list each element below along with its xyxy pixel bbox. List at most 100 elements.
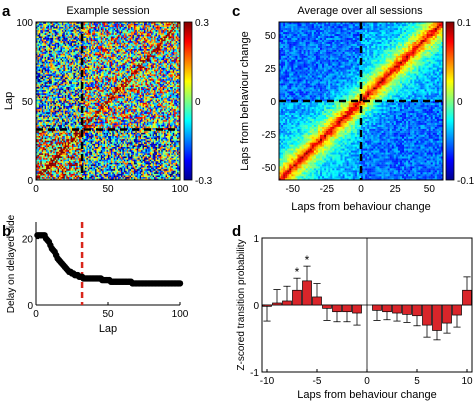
heatmap-cell bbox=[54, 85, 57, 87]
heatmap-cell bbox=[90, 131, 93, 133]
heatmap-cell bbox=[37, 69, 40, 72]
heatmap-cell bbox=[72, 23, 74, 26]
heatmap-cell bbox=[38, 148, 41, 151]
heatmap-cell bbox=[64, 85, 67, 87]
heatmap-cell bbox=[69, 93, 71, 95]
heatmap-cell bbox=[37, 66, 40, 69]
heatmap-cell bbox=[93, 56, 96, 59]
heatmap-cell bbox=[64, 47, 67, 50]
heatmap-cell bbox=[86, 119, 89, 122]
heatmap-cell bbox=[47, 175, 50, 178]
heatmap-cell bbox=[46, 154, 48, 157]
heatmap-cell bbox=[92, 99, 94, 102]
heatmap-cell bbox=[89, 116, 91, 119]
heatmap-cell bbox=[74, 116, 77, 119]
heatmap-cell bbox=[102, 63, 104, 65]
heatmap-cell bbox=[103, 52, 106, 54]
heatmap-cell bbox=[43, 107, 45, 110]
heatmap-cell bbox=[40, 132, 42, 135]
heatmap-cell bbox=[93, 50, 96, 53]
heatmap-cell bbox=[43, 44, 45, 46]
heatmap-cell bbox=[47, 50, 50, 53]
heatmap-cell bbox=[73, 115, 76, 117]
heatmap-cell bbox=[100, 145, 103, 148]
heatmap-cell bbox=[89, 40, 91, 43]
heatmap-cell bbox=[54, 28, 57, 31]
heatmap-cell bbox=[69, 112, 71, 114]
heatmap-cell bbox=[64, 89, 67, 92]
heatmap-cell bbox=[76, 99, 78, 102]
heatmap-cell bbox=[97, 48, 100, 51]
heatmap-cell bbox=[67, 96, 70, 99]
heatmap-cell bbox=[36, 83, 38, 86]
heatmap-cell bbox=[102, 151, 104, 154]
heatmap-cell bbox=[73, 134, 76, 136]
heatmap-cell bbox=[95, 175, 97, 178]
heatmap-cell bbox=[100, 53, 103, 56]
heatmap-cell bbox=[61, 58, 64, 61]
heatmap-cell bbox=[97, 96, 100, 99]
heatmap-cell bbox=[36, 175, 38, 178]
heatmap-cell bbox=[100, 22, 103, 24]
heatmap-cell bbox=[56, 115, 58, 117]
heatmap-cell bbox=[79, 124, 81, 127]
heatmap-cell bbox=[79, 97, 81, 100]
heatmap-cell bbox=[38, 34, 41, 37]
heatmap-cell bbox=[89, 165, 91, 168]
heatmap-cell bbox=[36, 96, 38, 99]
heatmap-cell bbox=[64, 75, 67, 78]
heatmap-cell bbox=[74, 66, 77, 69]
heatmap-cell bbox=[76, 131, 78, 133]
heatmap-cell bbox=[105, 83, 107, 86]
heatmap-cell bbox=[61, 119, 64, 122]
heatmap-cell bbox=[48, 36, 51, 38]
heatmap-cell bbox=[69, 42, 71, 45]
heatmap-cell bbox=[79, 159, 81, 162]
heatmap-cell bbox=[60, 50, 63, 53]
heatmap-cell bbox=[48, 104, 51, 106]
heatmap-cell bbox=[53, 116, 55, 119]
heatmap-cell bbox=[89, 132, 91, 135]
heatmap-cell bbox=[59, 56, 61, 59]
heatmap-cell bbox=[38, 72, 41, 75]
heatmap-cell bbox=[64, 70, 67, 73]
heatmap-cell bbox=[95, 86, 97, 89]
heatmap-cell bbox=[100, 149, 103, 152]
heatmap-cell bbox=[72, 140, 74, 143]
heatmap-cell bbox=[40, 93, 42, 95]
heatmap-cell bbox=[99, 39, 101, 42]
heatmap-cell bbox=[66, 53, 68, 56]
heatmap-cell bbox=[76, 126, 78, 129]
heatmap-cell bbox=[40, 105, 42, 108]
heatmap-cell bbox=[47, 31, 50, 34]
heatmap-cell bbox=[54, 167, 57, 170]
heatmap-cell bbox=[106, 83, 109, 86]
heatmap-cell bbox=[103, 151, 106, 154]
heatmap-cell bbox=[92, 121, 94, 124]
heatmap-cell bbox=[84, 134, 87, 136]
heatmap-cell bbox=[44, 25, 47, 27]
heatmap-cell bbox=[95, 72, 97, 75]
heatmap-cell bbox=[47, 149, 50, 152]
heatmap-cell bbox=[43, 132, 45, 135]
heatmap-cell bbox=[90, 44, 93, 46]
heatmap-cell bbox=[102, 102, 104, 105]
heatmap-cell bbox=[56, 151, 58, 154]
heatmap-cell bbox=[97, 85, 100, 87]
heatmap-cell bbox=[43, 25, 45, 27]
heatmap-cell bbox=[44, 165, 47, 168]
heatmap-cell bbox=[103, 127, 106, 130]
heatmap-cell bbox=[103, 140, 106, 143]
heatmap-cell bbox=[82, 102, 84, 105]
heatmap-cell bbox=[56, 143, 58, 146]
heatmap-cell bbox=[105, 78, 107, 81]
heatmap-cell bbox=[105, 142, 107, 144]
heatmap-cell bbox=[47, 25, 50, 27]
heatmap-cell bbox=[90, 36, 93, 38]
heatmap-cell bbox=[61, 63, 64, 65]
heatmap-cell bbox=[100, 77, 103, 80]
heatmap-cell bbox=[60, 172, 63, 174]
heatmap-cell bbox=[40, 66, 42, 69]
heatmap-cell bbox=[70, 126, 73, 129]
heatmap-cell bbox=[48, 119, 51, 122]
